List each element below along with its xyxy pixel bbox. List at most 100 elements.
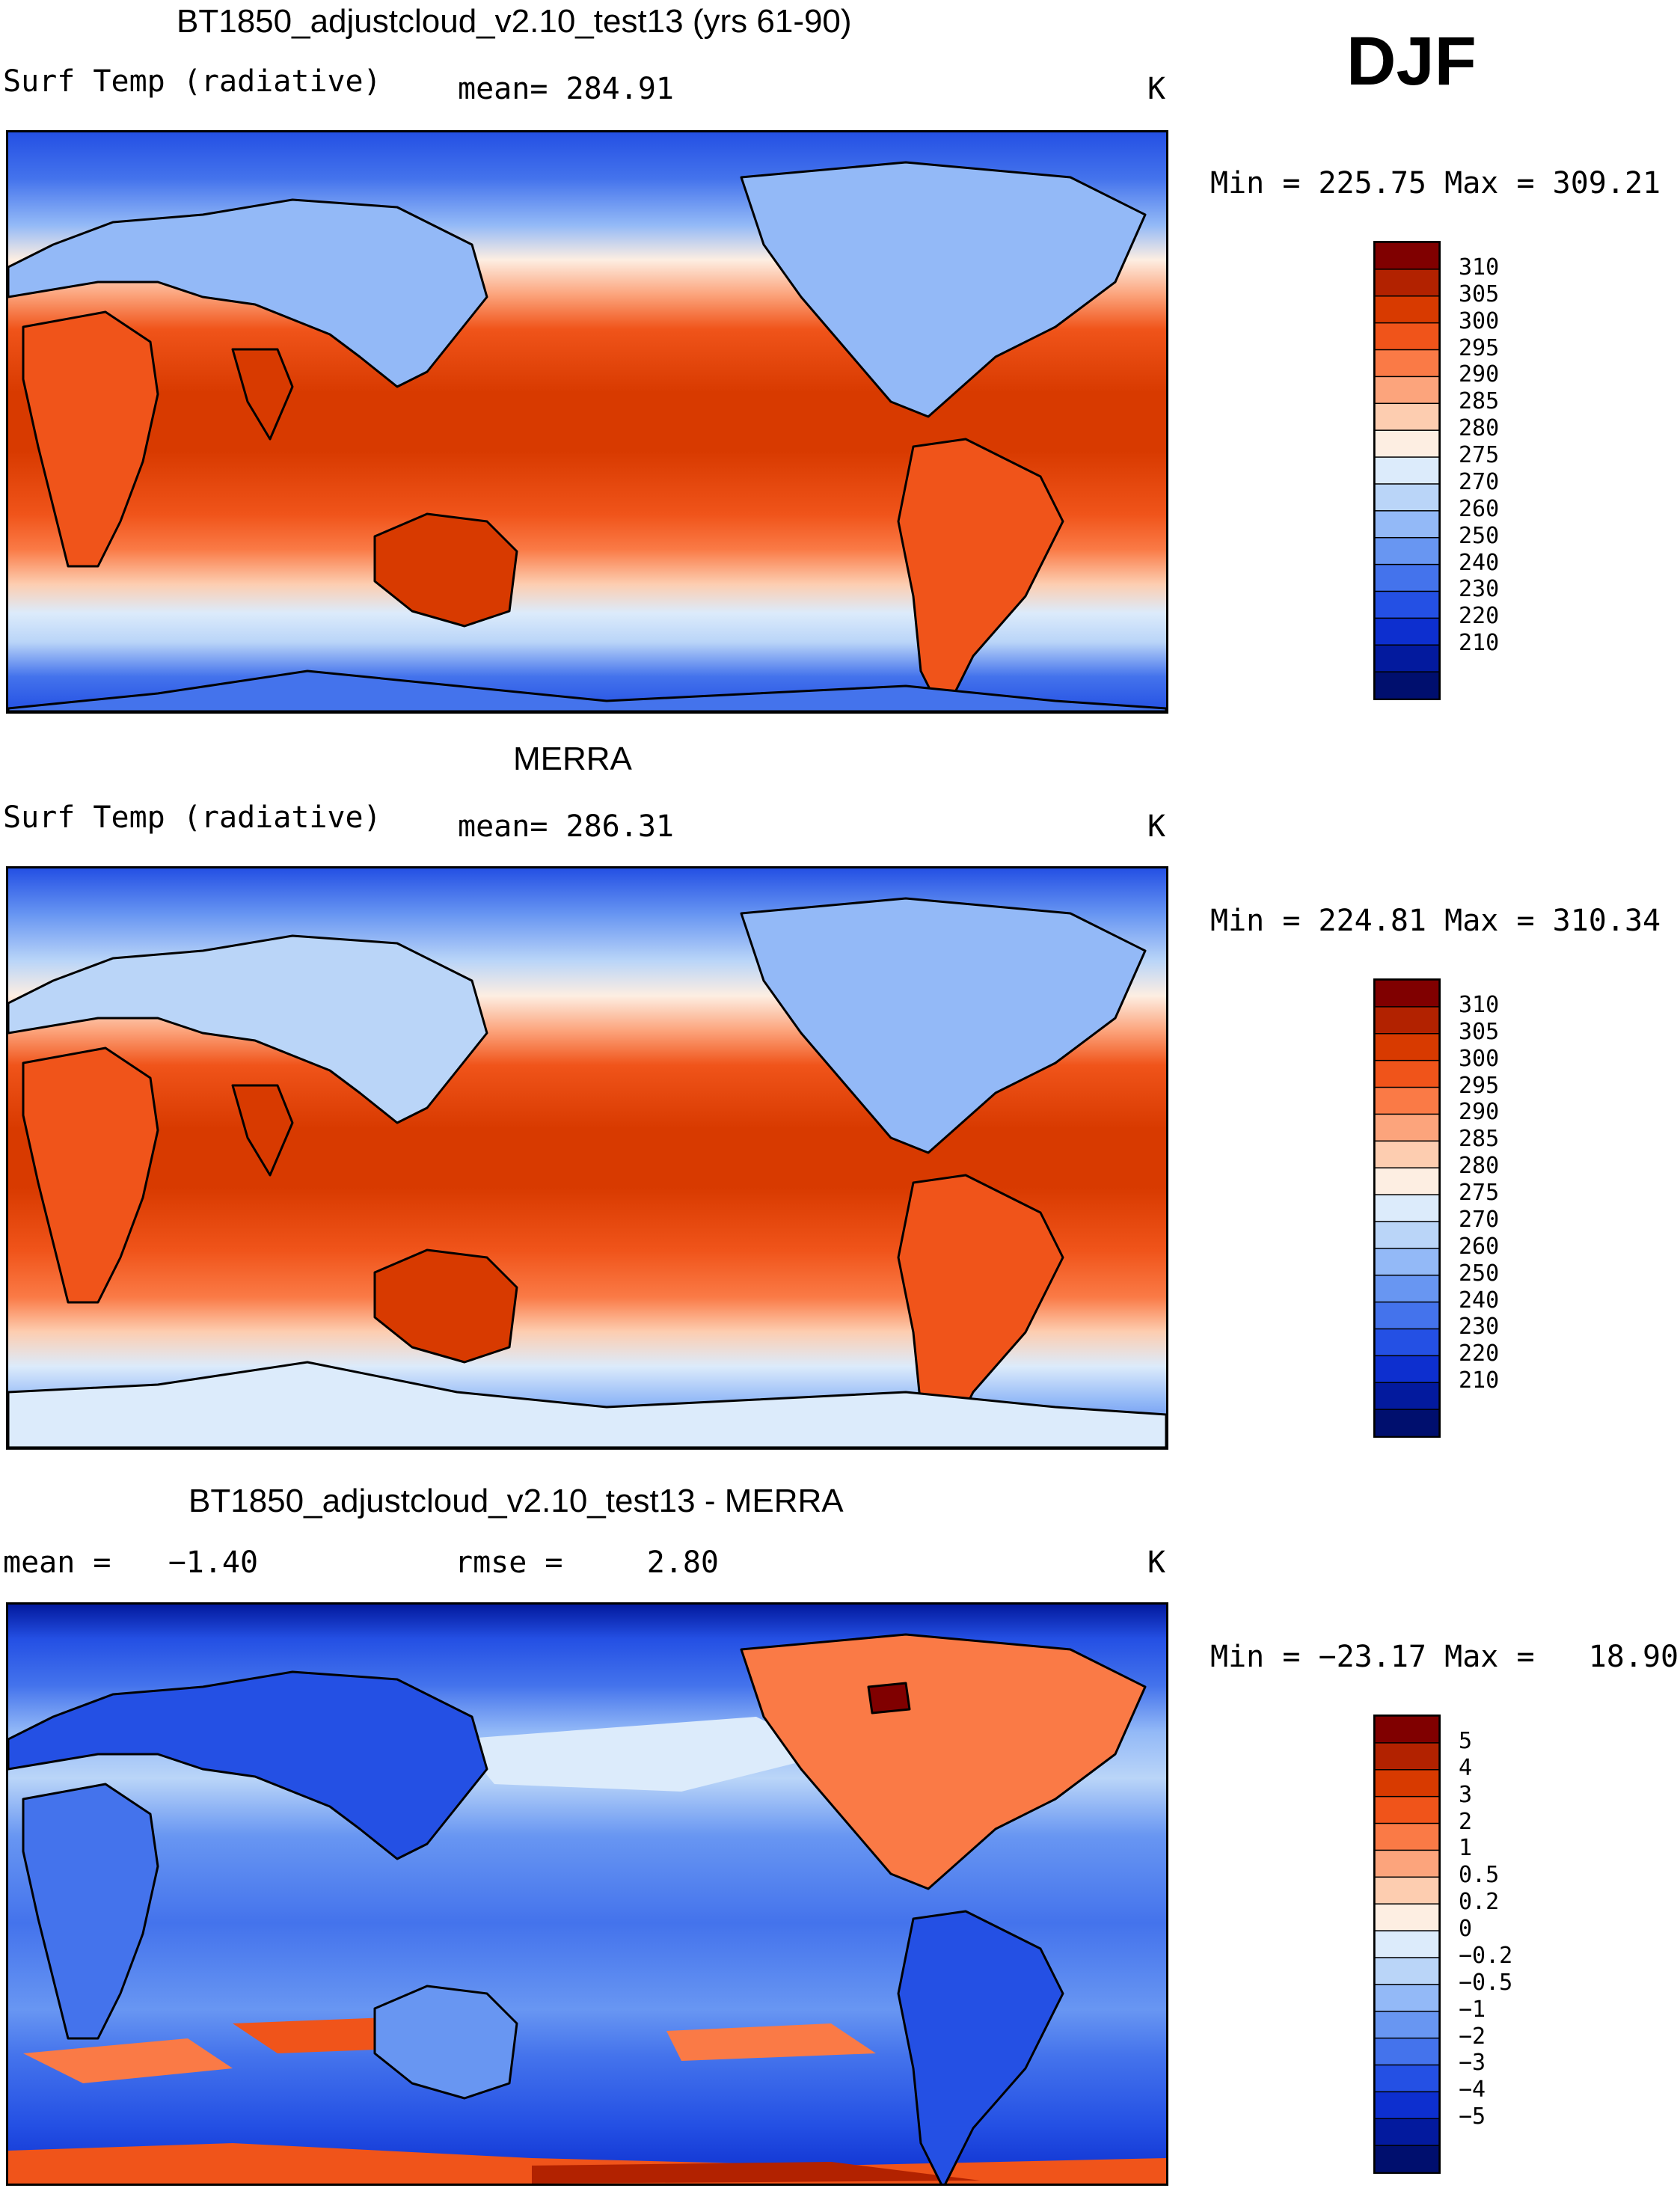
colorbar1-swatch	[1374, 429, 1440, 459]
season-label: DJF	[1346, 23, 1477, 99]
colorbar1-swatch	[1374, 376, 1440, 405]
colorbar3-labels: 5 4 3 2 1 0.5 0.2 0 −0.2 −0.5 −1 −2 −3 −4 −5	[1459, 1715, 1608, 2174]
panel1-land	[8, 161, 1166, 711]
colorbar2-swatch	[1374, 1328, 1440, 1357]
panel2-minmax: Min = 224.81 Max = 310.34	[1210, 904, 1661, 938]
colorbar2-tick-label: 250	[1459, 1260, 1500, 1287]
panel3-antarctic-deep	[532, 2162, 981, 2184]
colorbar2-tick-label: 220	[1459, 1340, 1500, 1367]
panel3-title: BT1850_adjustcloud_v2.10_test13 - MERRA	[188, 1483, 844, 1519]
colorbar1-swatch	[1374, 402, 1440, 432]
panel3-mean-label: mean =	[3, 1545, 111, 1580]
colorbar2-tick-label: 300	[1459, 1045, 1500, 1072]
colorbar2-swatch	[1374, 979, 1440, 1008]
colorbar3-swatch	[1374, 2064, 1440, 2093]
colorbar1-tick-label: 230	[1459, 576, 1500, 603]
panel3-rmse-value: 2.80	[646, 1545, 720, 1580]
colorbar2-swatch	[1374, 1033, 1440, 1061]
colorbar1-tick-label: 280	[1459, 415, 1500, 442]
colorbar3-tick-label: 0.5	[1459, 1862, 1500, 1889]
colorbar1-swatch	[1374, 483, 1440, 512]
panel1-max-value: 309.21	[1552, 166, 1661, 200]
panel3-south-america	[897, 1910, 1064, 2184]
panel3-africa	[22, 1783, 159, 2040]
colorbar3-swatch	[1374, 1822, 1440, 1851]
colorbar1-tick-label: 240	[1459, 549, 1500, 576]
panel3-map	[6, 1602, 1168, 2186]
colorbar3-tick-label: 0	[1459, 1916, 1473, 1943]
colorbar1-swatch	[1374, 269, 1440, 298]
colorbar2-tick-label: 280	[1459, 1153, 1500, 1180]
colorbar2-swatch	[1374, 1059, 1440, 1088]
colorbar3-tick-label: −3	[1459, 2050, 1486, 2077]
panel2-eurasia	[8, 934, 488, 1124]
colorbar3-tick-label: 0.2	[1459, 1889, 1500, 1916]
colorbar3-swatch	[1374, 1769, 1440, 1798]
colorbar2-tick-label: 210	[1459, 1367, 1500, 1394]
colorbar3-tick-label: −0.2	[1459, 1942, 1513, 1969]
colorbar1-tick-label: 310	[1459, 254, 1500, 281]
panel1-title: BT1850_adjustcloud_v2.10_test13 (yrs 61-…	[177, 3, 852, 40]
colorbar1-swatch	[1374, 536, 1440, 566]
colorbar2-tick-label: 240	[1459, 1287, 1500, 1314]
colorbar2-tick-label: 290	[1459, 1099, 1500, 1126]
panel2-units: K	[1147, 809, 1166, 844]
panel3-southern-band-3	[666, 2023, 876, 2061]
panel2-antarctica	[8, 1361, 1166, 1447]
colorbar2-swatch	[1374, 1301, 1440, 1330]
colorbar2-swatch	[1374, 1274, 1440, 1303]
panel2-min-value: 224.81	[1318, 904, 1427, 938]
colorbar2-tick-label: 260	[1459, 1233, 1500, 1260]
colorbar2-tick-label: 305	[1459, 1018, 1500, 1045]
colorbar2-swatch	[1374, 1221, 1440, 1250]
colorbar1-swatch	[1374, 617, 1440, 646]
colorbar3-tick-label: −0.5	[1459, 1969, 1513, 1996]
panel1-mean-value: 284.91	[565, 72, 675, 106]
colorbar1-tick-label: 250	[1459, 522, 1500, 549]
colorbar3-swatch	[1374, 2091, 1440, 2120]
colorbar2-swatch	[1374, 1140, 1440, 1169]
colorbar1-swatch	[1374, 563, 1440, 592]
colorbar2-tick-label: 230	[1459, 1314, 1500, 1340]
colorbar3	[1373, 1715, 1441, 2174]
colorbar3-tick-label: −2	[1459, 2023, 1486, 2050]
colorbar3-tick-label: −4	[1459, 2077, 1486, 2103]
colorbar2-swatch	[1374, 1248, 1440, 1276]
colorbar2-swatch	[1374, 1113, 1440, 1142]
panel3-minmax: Min = −23.17 Max = 18.90	[1210, 1640, 1679, 1674]
panel2-india	[231, 1084, 294, 1177]
panel2-map	[6, 866, 1168, 1450]
colorbar2-tick-label: 310	[1459, 991, 1500, 1018]
panel1-mean: mean= 284.91	[458, 72, 674, 106]
panel2-africa	[22, 1047, 159, 1304]
panel1-units: K	[1147, 72, 1166, 106]
colorbar3-tick-label: 2	[1459, 1808, 1473, 1835]
colorbar3-swatch	[1374, 1849, 1440, 1878]
colorbar2-swatch	[1374, 1194, 1440, 1223]
colorbar1	[1373, 241, 1441, 700]
colorbar1-swatch	[1374, 322, 1440, 351]
colorbar2-swatch	[1374, 1006, 1440, 1035]
colorbar3-swatch	[1374, 1742, 1440, 1771]
panel1-variable: Surf Temp (radiative)	[3, 64, 381, 99]
panel3-pacific-band	[457, 1717, 831, 1792]
panel3-southern-band-1	[23, 2038, 233, 2083]
panel3-max-value: 18.90	[1588, 1640, 1679, 1674]
colorbar1-swatch	[1374, 349, 1440, 378]
panel1-eurasia	[8, 198, 488, 388]
colorbar3-tick-label: 1	[1459, 1835, 1473, 1862]
colorbar1-swatch	[1374, 456, 1440, 485]
colorbar2-tick-label: 275	[1459, 1180, 1500, 1207]
colorbar1-swatch	[1374, 644, 1440, 673]
panel2-australia	[373, 1248, 518, 1364]
panel3-eurasia	[8, 1670, 488, 1860]
colorbar3-tick-label: 4	[1459, 1754, 1473, 1781]
colorbar1-swatch	[1374, 510, 1440, 539]
panel3-mean-value: −1.40	[168, 1545, 259, 1580]
colorbar1-tick-label: 300	[1459, 307, 1500, 334]
panel1-australia	[373, 512, 518, 628]
panel1-antarctica	[8, 669, 1166, 711]
panel2-south-america	[897, 1174, 1064, 1447]
colorbar1-tick-label: 220	[1459, 603, 1500, 630]
